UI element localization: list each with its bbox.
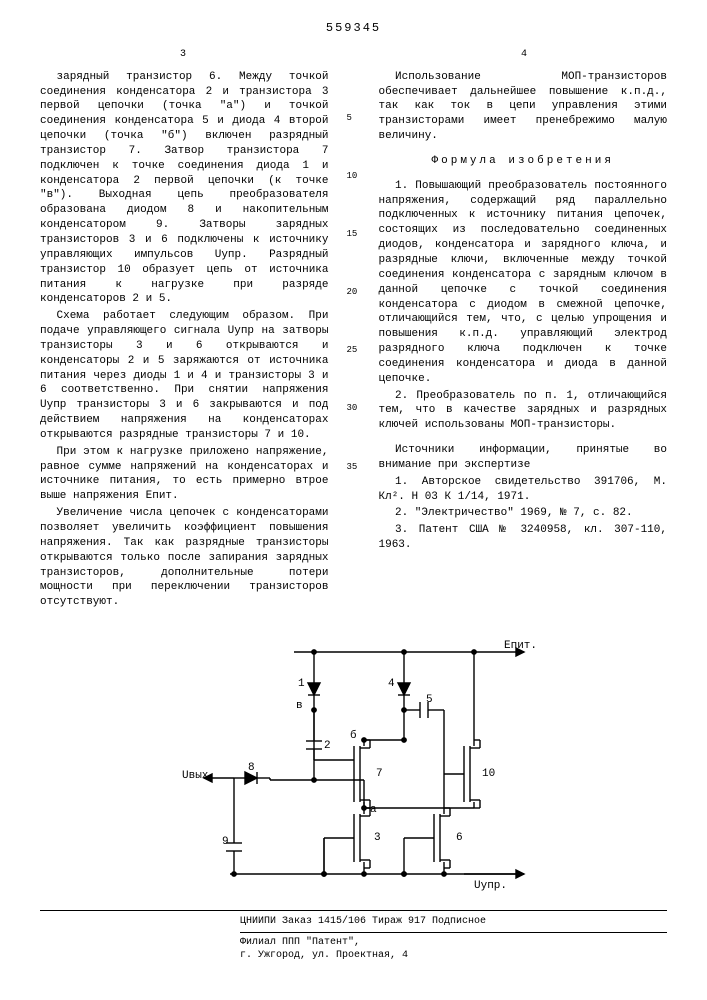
line-num: 10 <box>347 170 361 182</box>
svg-text:Eпит.: Eпит. <box>504 640 537 652</box>
refs-title: Источники информации, принятые во вниман… <box>379 443 668 473</box>
patent-number: 559345 <box>40 20 667 36</box>
svg-text:Uвых.: Uвых. <box>182 770 215 782</box>
line-num: 15 <box>347 228 361 240</box>
left-col-number: 3 <box>180 48 186 62</box>
claim-2: 2. Преобразователь по п. 1, отличающийся… <box>379 389 668 434</box>
footer-order-line: ЦНИИПИ Заказ 1415/106 Тираж 917 Подписно… <box>240 915 667 929</box>
left-para-4: Увеличение числа цепочек с конденсаторам… <box>40 506 329 610</box>
svg-text:а: а <box>370 804 377 816</box>
line-num: 30 <box>347 402 361 414</box>
circuit-schematic: Eпит. в а б Uвых. Uупр. 1 2 3 4 5 6 7 8 9 10 <box>139 630 569 900</box>
line-number-gutter: 5 10 15 20 25 30 35 <box>347 70 361 612</box>
svg-text:5: 5 <box>426 694 433 706</box>
left-para-3: При этом к нагрузке приложено напряжение… <box>40 445 329 504</box>
imprint-footer: ЦНИИПИ Заказ 1415/106 Тираж 917 Подписно… <box>40 910 667 963</box>
footer-city: г. Ужгород, ул. Проектная, 4 <box>240 949 667 963</box>
left-para-2: Схема работает следующим образом. При по… <box>40 309 329 443</box>
svg-text:3: 3 <box>374 832 381 844</box>
svg-text:7: 7 <box>376 768 383 780</box>
right-column: Использование МОП-транзисторов обеспечив… <box>379 70 668 612</box>
footer-branch: Филиал ППП "Патент", <box>240 936 667 950</box>
formula-title: Формула изобретения <box>379 154 668 169</box>
text-columns: зарядный транзистор 6. Между точкой соед… <box>40 70 667 612</box>
line-num: 20 <box>347 286 361 298</box>
ref-3: 3. Патент США № 3240958, кл. 307-110, 19… <box>379 523 668 553</box>
svg-text:2: 2 <box>324 740 331 752</box>
svg-text:6: 6 <box>456 832 463 844</box>
svg-text:1: 1 <box>298 678 305 690</box>
line-num: 35 <box>347 461 361 473</box>
svg-text:8: 8 <box>248 762 255 774</box>
svg-text:9: 9 <box>222 836 229 848</box>
svg-text:б: б <box>350 729 357 742</box>
right-para-1: Использование МОП-транзисторов обеспечив… <box>379 70 668 144</box>
line-num: 5 <box>347 112 361 124</box>
svg-text:Uупр.: Uупр. <box>474 880 507 892</box>
left-para-1: зарядный транзистор 6. Между точкой соед… <box>40 70 329 308</box>
page: 559345 3 4 зарядный транзистор 6. Между … <box>0 0 707 983</box>
line-num: 25 <box>347 344 361 356</box>
right-col-number: 4 <box>521 48 527 62</box>
svg-text:10: 10 <box>482 768 495 780</box>
references-block: Источники информации, принятые во вниман… <box>379 443 668 553</box>
svg-text:4: 4 <box>388 678 395 690</box>
ref-1: 1. Авторское свидетельство 391706, М. Кл… <box>379 475 668 505</box>
left-column: зарядный транзистор 6. Между точкой соед… <box>40 70 329 612</box>
column-page-numbers: 3 4 <box>40 48 667 62</box>
claim-1: 1. Повышающий преобразователь постоянног… <box>379 179 668 387</box>
ref-2: 2. "Электричество" 1969, № 7, с. 82. <box>379 506 668 521</box>
footer-address: Филиал ППП "Патент", г. Ужгород, ул. Про… <box>240 932 667 963</box>
svg-text:в: в <box>296 700 303 712</box>
